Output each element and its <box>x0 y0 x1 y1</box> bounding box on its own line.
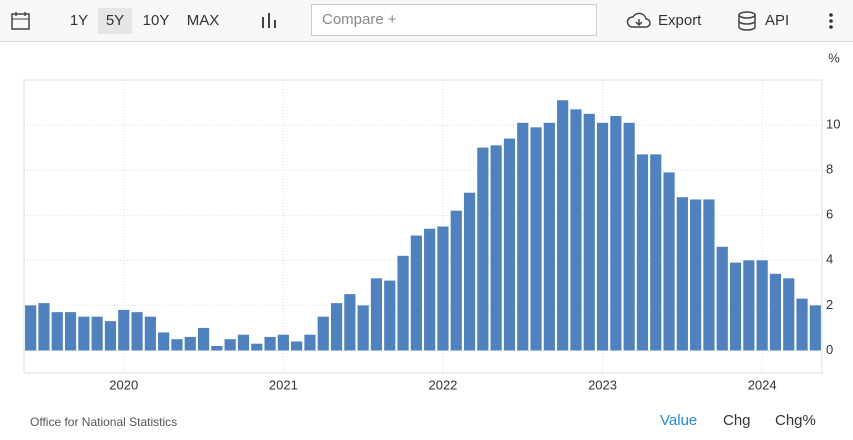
bar <box>357 305 369 351</box>
bar <box>184 336 196 351</box>
x-tick-label: 2021 <box>269 377 298 392</box>
bar <box>756 260 768 351</box>
bar <box>330 303 343 351</box>
bar <box>118 309 130 351</box>
bar <box>424 228 436 351</box>
bar <box>463 192 476 351</box>
bar <box>91 316 103 351</box>
y-tick-label: 8 <box>826 162 833 177</box>
bar <box>703 199 715 351</box>
bar <box>64 312 77 351</box>
tab[interactable]: Chg <box>723 412 751 429</box>
bar <box>530 127 542 351</box>
bar <box>796 298 808 351</box>
bar <box>171 339 183 351</box>
bar <box>397 255 409 351</box>
bar <box>264 336 276 351</box>
bar <box>158 332 170 351</box>
x-tick-label: 2020 <box>109 377 138 392</box>
bar <box>729 262 742 351</box>
compare-input[interactable]: Compare + <box>311 4 597 36</box>
y-tick-label: 2 <box>826 297 833 312</box>
bar <box>197 327 210 351</box>
bar <box>104 321 117 351</box>
bar <box>623 122 635 351</box>
bar <box>743 260 755 351</box>
x-tick-label: 2022 <box>428 377 457 392</box>
bar <box>291 341 303 351</box>
bar <box>783 278 795 351</box>
bar <box>477 147 489 351</box>
bar <box>596 122 609 351</box>
bar <box>676 197 688 351</box>
bar <box>490 145 502 351</box>
bar <box>716 246 728 351</box>
bar <box>277 334 289 351</box>
toolbar: 1Y 5Y 10Y MAX Compare + Export API <box>0 0 853 42</box>
bar <box>370 278 383 351</box>
bar <box>384 280 396 351</box>
bar <box>769 273 782 351</box>
plot-frame <box>23 79 823 374</box>
calendar-icon[interactable] <box>10 10 32 32</box>
bar <box>344 294 356 351</box>
bar <box>224 339 236 351</box>
bar <box>211 345 223 351</box>
api-button[interactable]: API <box>765 12 790 29</box>
export-icon[interactable] <box>626 11 652 31</box>
unit-label: % <box>828 50 840 65</box>
bar <box>583 113 595 351</box>
y-tick-label: 4 <box>826 252 833 267</box>
x-tick-label: 2023 <box>588 377 617 392</box>
bar <box>51 312 63 351</box>
range-button[interactable]: 10Y <box>142 12 170 29</box>
bar <box>570 109 582 351</box>
bar <box>503 138 516 351</box>
bar <box>517 122 529 351</box>
bar <box>650 154 662 351</box>
chart-type-icon[interactable] <box>260 12 278 30</box>
bar <box>237 334 250 351</box>
tab[interactable]: Chg% <box>775 412 816 429</box>
chart: % 0 2 4 6 8 10 2020 2021 2022 2023 2024 <box>23 50 840 392</box>
bar <box>38 303 50 351</box>
source: Office for National Statistics <box>30 415 178 429</box>
bar <box>317 316 329 351</box>
x-tick-label: 2024 <box>748 377 777 392</box>
bar <box>25 305 37 351</box>
y-tick-label: 0 <box>826 342 833 357</box>
export-button[interactable]: Export <box>658 12 702 29</box>
bar <box>450 210 462 351</box>
bar <box>437 226 449 351</box>
bar <box>690 199 702 351</box>
bar <box>543 122 555 351</box>
menu-icon[interactable] <box>827 12 835 30</box>
y-tick-label: 6 <box>826 207 833 222</box>
bar <box>663 172 675 351</box>
api-icon[interactable] <box>737 10 757 32</box>
bar <box>610 116 622 351</box>
bar <box>636 154 649 351</box>
bar <box>809 305 821 351</box>
bar <box>410 235 422 351</box>
bar <box>78 316 90 351</box>
range-button[interactable]: MAX <box>186 12 220 29</box>
tab[interactable]: Value <box>660 412 698 429</box>
bar <box>144 316 156 351</box>
bar <box>557 100 569 351</box>
bar <box>304 334 316 351</box>
range-button[interactable]: 5Y <box>98 8 132 34</box>
bar <box>131 312 143 351</box>
y-tick-label: 10 <box>826 117 840 132</box>
bar <box>251 343 263 351</box>
range-button[interactable]: 1Y <box>69 12 89 29</box>
